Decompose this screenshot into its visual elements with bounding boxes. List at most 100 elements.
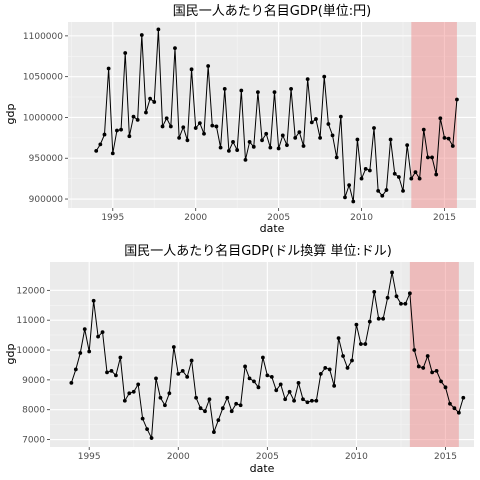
data-point	[332, 383, 337, 388]
data-point	[367, 168, 372, 173]
data-point	[405, 143, 410, 148]
data-point	[430, 370, 435, 375]
data-point	[293, 135, 298, 140]
data-point	[372, 289, 377, 294]
data-point	[87, 349, 92, 354]
data-point	[283, 397, 288, 402]
data-point	[131, 114, 136, 119]
data-point	[168, 124, 173, 129]
data-point	[127, 134, 132, 139]
data-point	[229, 409, 234, 414]
data-point	[148, 96, 153, 101]
data-point	[461, 395, 466, 400]
data-point	[416, 364, 421, 369]
data-point	[388, 137, 393, 142]
data-point	[326, 122, 331, 126]
data-point	[430, 155, 434, 160]
y-tick-label: 9000	[22, 376, 45, 386]
data-point	[289, 86, 293, 91]
data-point	[268, 145, 273, 150]
data-point	[318, 135, 322, 140]
data-point	[396, 175, 401, 179]
data-point	[269, 374, 274, 379]
data-point	[78, 351, 83, 355]
data-point	[338, 114, 343, 119]
data-point	[359, 176, 364, 181]
data-point	[301, 144, 306, 148]
data-point	[376, 316, 381, 321]
data-point	[309, 120, 314, 125]
data-point	[372, 126, 376, 130]
data-point	[154, 376, 158, 381]
x-tick-label: 1995	[78, 452, 101, 462]
x-axis-title: date	[260, 222, 285, 235]
x-tick-label: 2015	[433, 213, 456, 223]
data-point	[264, 131, 269, 136]
data-point	[439, 379, 443, 384]
data-point	[296, 380, 301, 385]
data-point	[399, 301, 403, 306]
data-point	[82, 327, 87, 332]
data-point	[122, 398, 127, 403]
data-point	[394, 294, 399, 299]
data-point	[376, 188, 381, 193]
data-point	[355, 137, 360, 142]
data-point	[426, 155, 430, 160]
data-point	[225, 395, 230, 400]
data-point	[109, 369, 114, 373]
y-tick-label: 10000	[16, 346, 45, 356]
highlight-band	[411, 22, 457, 208]
data-point	[347, 183, 352, 188]
y-tick-label: 1050000	[23, 73, 63, 83]
data-point	[280, 133, 285, 138]
data-point	[181, 125, 186, 130]
data-point	[265, 373, 270, 378]
data-point	[314, 117, 318, 121]
data-point	[222, 86, 227, 91]
data-point	[140, 416, 145, 421]
data-point	[206, 64, 211, 68]
data-point	[119, 127, 123, 132]
data-point	[260, 138, 264, 143]
data-point	[384, 188, 389, 192]
data-point	[314, 398, 319, 403]
data-point	[202, 131, 206, 136]
data-point	[363, 342, 368, 346]
y-tick-label: 900000	[29, 195, 64, 205]
data-point	[327, 367, 332, 372]
plot-panel	[68, 22, 476, 208]
y-tick-label: 8000	[22, 406, 45, 416]
data-point	[214, 124, 219, 129]
data-point	[94, 148, 99, 153]
data-point	[176, 372, 181, 376]
data-point	[452, 406, 457, 411]
data-point	[197, 121, 202, 126]
data-point	[69, 380, 74, 385]
data-point	[443, 385, 448, 390]
x-axis-title: date	[250, 462, 275, 475]
data-point	[106, 66, 111, 71]
data-point	[91, 298, 96, 303]
data-point	[194, 395, 198, 400]
data-point	[385, 295, 390, 300]
data-point	[118, 355, 123, 360]
chart-yen: 国民一人あたり名目GDP(単位:円) gdp date 900000 950000…	[4, 3, 476, 235]
data-point	[421, 127, 426, 132]
data-point	[358, 342, 363, 346]
data-point	[450, 144, 455, 148]
data-point	[285, 143, 289, 148]
data-point	[367, 319, 372, 324]
data-point	[226, 148, 231, 153]
data-point	[401, 188, 405, 193]
data-point	[164, 116, 169, 121]
data-point	[144, 110, 148, 115]
data-point	[256, 90, 260, 95]
data-point	[341, 354, 345, 358]
data-point	[322, 74, 327, 79]
data-point	[235, 148, 240, 152]
data-point	[363, 166, 368, 171]
y-tick-label: 11000	[16, 316, 45, 326]
data-point	[243, 157, 248, 162]
